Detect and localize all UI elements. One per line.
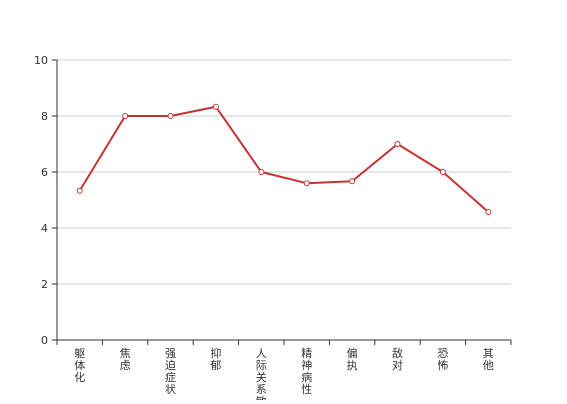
series-line xyxy=(78,105,489,213)
y-tick-label: 0 xyxy=(41,334,48,347)
x-tick-label: 强迫症状 xyxy=(165,347,176,396)
x-tick-label: 人际关系敏感 xyxy=(256,347,267,400)
x-tick-label: 精神病性 xyxy=(301,347,312,396)
y-tick-label: 2 xyxy=(41,278,48,291)
x-tick-label: 焦虑 xyxy=(120,347,131,372)
data-point xyxy=(76,187,83,194)
data-point xyxy=(303,180,310,187)
data-point xyxy=(167,113,174,119)
x-tick-label: 躯体化 xyxy=(74,347,85,384)
data-point xyxy=(212,103,219,110)
y-tick-label: 6 xyxy=(41,166,48,179)
data-point xyxy=(258,169,265,175)
y-tick-label: 4 xyxy=(41,222,48,235)
x-tick-label: 敌对 xyxy=(392,346,403,372)
y-tick-label: 8 xyxy=(41,110,48,123)
data-point xyxy=(349,178,356,185)
data-point xyxy=(122,113,129,119)
x-tick-label: 偏执 xyxy=(347,346,358,372)
x-tick-labels: 躯体化 焦虑 强迫症状 抑郁 人际关系敏感 精神病性 偏执 敌对 恐怖 其他 xyxy=(74,346,494,404)
data-point xyxy=(394,141,401,147)
axes xyxy=(52,59,512,345)
x-tick-label: 恐怖 xyxy=(437,347,448,372)
y-tick-labels: 0 2 4 6 8 10 xyxy=(34,54,48,347)
series xyxy=(76,103,492,216)
y-tick-label: 10 xyxy=(34,54,48,67)
x-tick-label: 抑郁 xyxy=(210,346,221,372)
data-point xyxy=(439,169,446,175)
data-point xyxy=(485,209,492,216)
x-tick-label: 其他 xyxy=(483,347,494,372)
